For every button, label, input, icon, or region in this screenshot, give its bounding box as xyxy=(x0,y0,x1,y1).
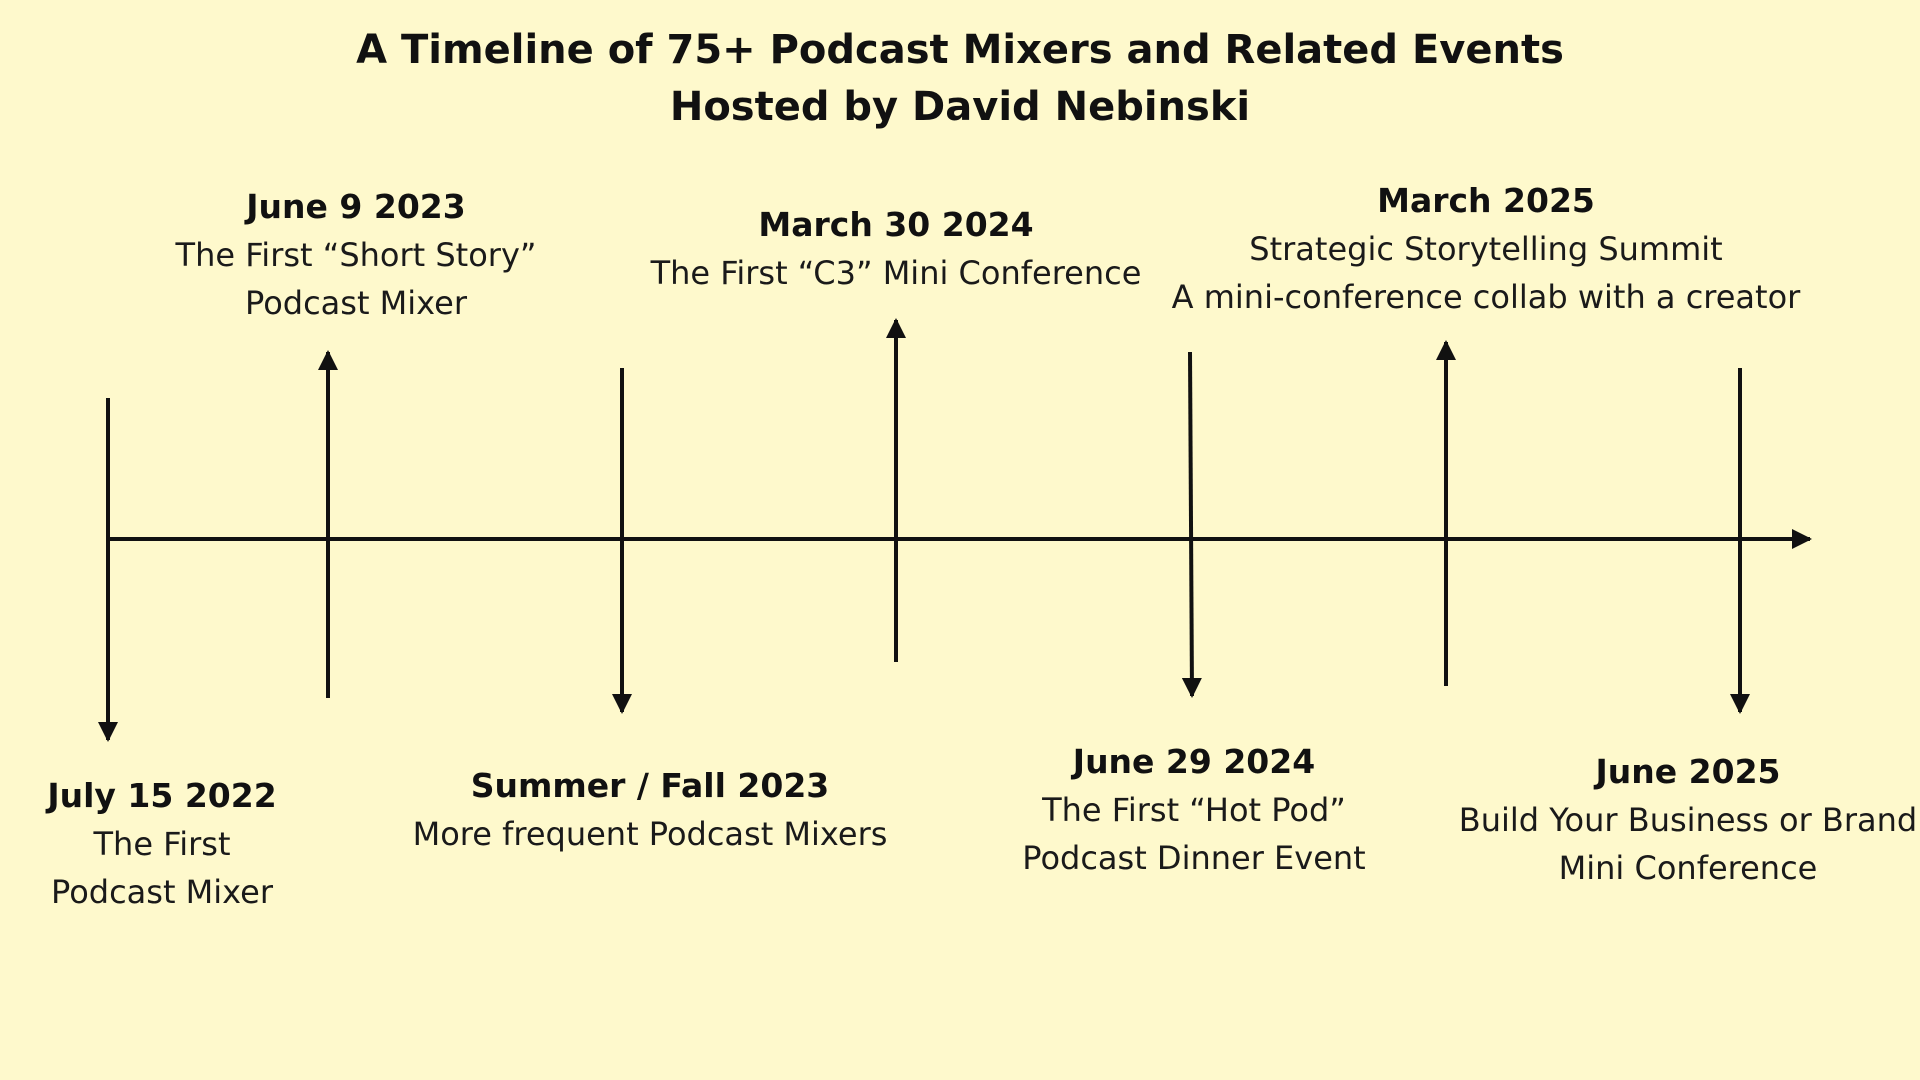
event-description-line: Build Your Business or Brand xyxy=(1458,801,1918,839)
page-title: A Timeline of 75+ Podcast Mixers and Rel… xyxy=(0,22,1920,136)
event-date: March 2025 xyxy=(1377,181,1595,220)
event-date: June 9 2023 xyxy=(246,187,466,226)
event-description-line: The First “Short Story” xyxy=(175,236,537,274)
event-date: June 2025 xyxy=(1595,752,1781,791)
event-description-line: The First “C3” Mini Conference xyxy=(650,254,1142,292)
event-description-line: The First “Hot Pod” xyxy=(1042,791,1346,829)
title-line-1: A Timeline of 75+ Podcast Mixers and Rel… xyxy=(356,27,1564,73)
event-march-2024: March 30 2024 The First “C3” Mini Confer… xyxy=(651,201,1142,297)
event-date: March 30 2024 xyxy=(758,205,1034,244)
event-july-2022: July 15 2022 The First Podcast Mixer xyxy=(47,772,276,916)
event-date: July 15 2022 xyxy=(47,776,277,815)
event-description-line: Podcast Dinner Event xyxy=(1022,839,1366,877)
event-date: June 29 2024 xyxy=(1072,742,1316,781)
event-june-2025: June 2025 Build Your Business or Brand M… xyxy=(1459,748,1917,892)
event-description-line: Mini Conference xyxy=(1558,849,1818,887)
connector-june-2024 xyxy=(1181,351,1202,698)
event-march-2025: March 2025 Strategic Storytelling Summit… xyxy=(1172,177,1801,321)
event-date: Summer / Fall 2023 xyxy=(470,766,830,805)
event-description-line: The First xyxy=(93,825,231,863)
event-description-line: More frequent Podcast Mixers xyxy=(412,815,888,853)
event-description-line: Podcast Mixer xyxy=(245,284,467,322)
event-june-2023: June 9 2023 The First “Short Story” Podc… xyxy=(176,183,537,327)
event-summer-fall-2023: Summer / Fall 2023 More frequent Podcast… xyxy=(413,762,888,858)
event-june-2024: June 29 2024 The First “Hot Pod” Podcast… xyxy=(1022,738,1365,882)
event-description-line: A mini-conference collab with a creator xyxy=(1171,278,1801,316)
event-description-line: Strategic Storytelling Summit xyxy=(1249,230,1723,268)
title-line-2: Hosted by David Nebinski xyxy=(669,84,1251,130)
event-description-line: Podcast Mixer xyxy=(51,873,273,911)
